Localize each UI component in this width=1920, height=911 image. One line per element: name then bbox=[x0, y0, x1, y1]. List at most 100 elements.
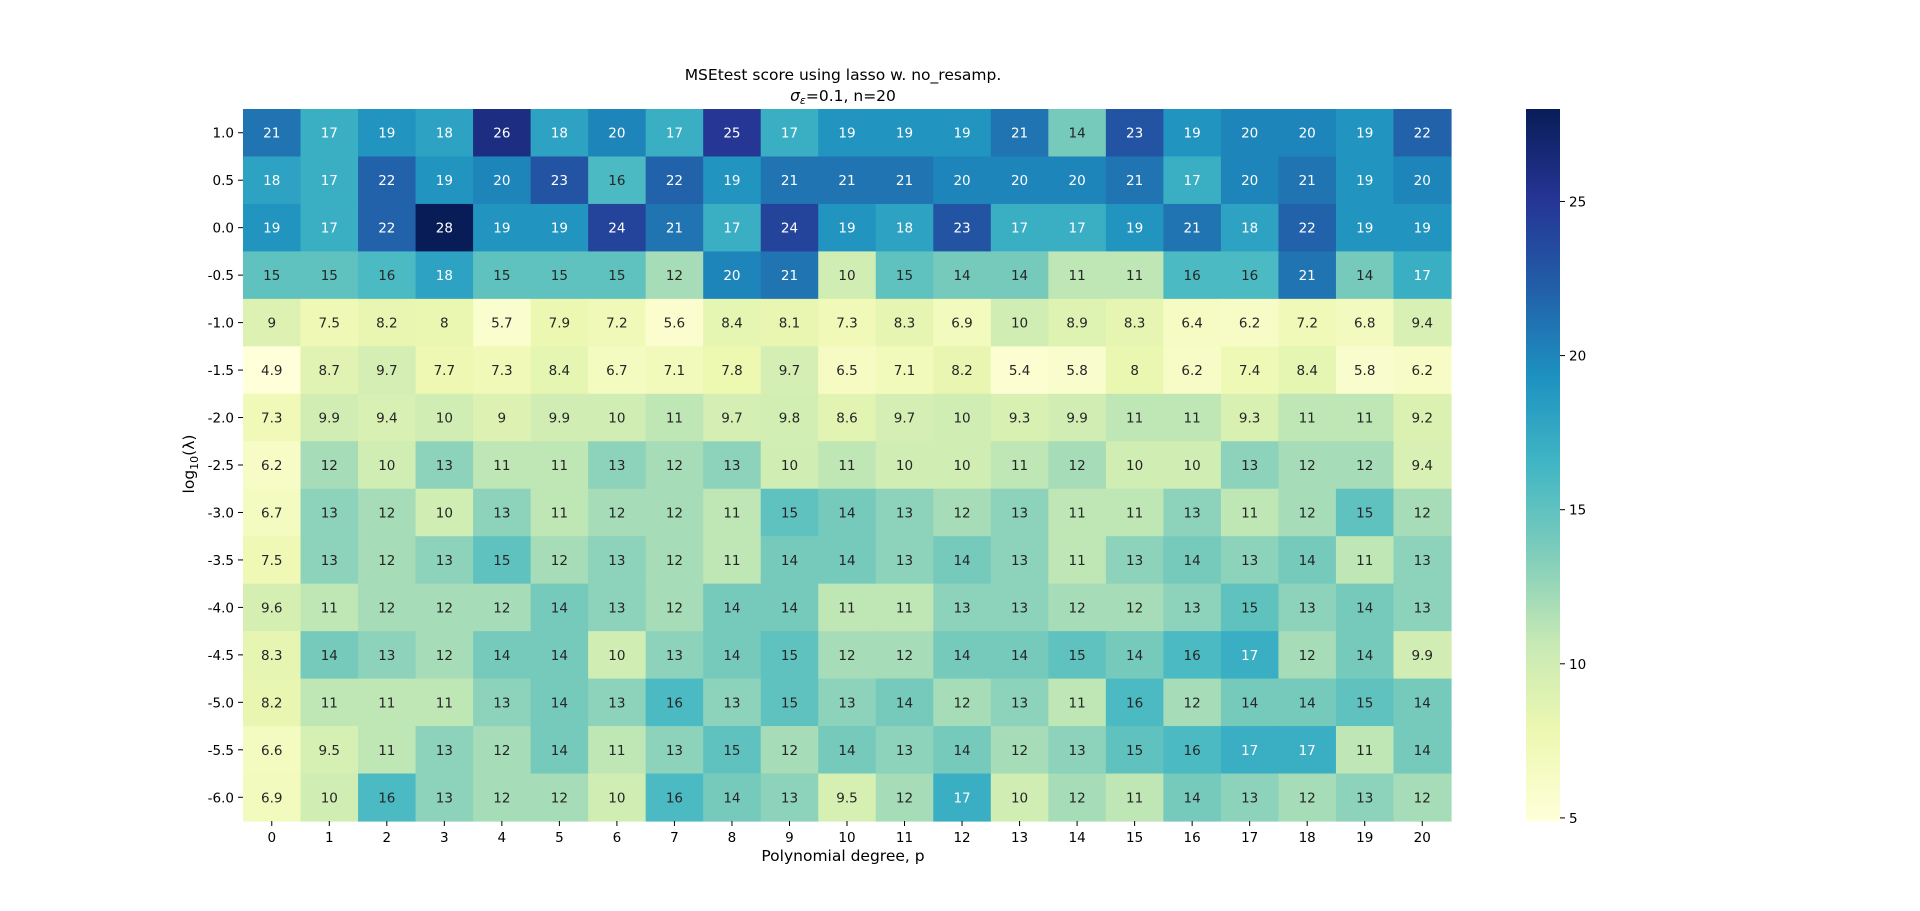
heatmap-cell bbox=[760, 251, 819, 300]
heatmap-cell bbox=[358, 631, 417, 680]
cell-value-label: 18 bbox=[896, 221, 913, 237]
heatmap-cell bbox=[645, 251, 704, 300]
heatmap-cell bbox=[1278, 773, 1337, 822]
cell-value-label: 13 bbox=[666, 743, 683, 759]
heatmap-cell-labels: 21 17 19 18 26 18 20 17 25 17 19 19 19 21 14 23 19 20 20 19… bbox=[261, 126, 1433, 807]
cell-value-label: 5.7 bbox=[491, 316, 512, 332]
cell-value-label: 20 bbox=[1241, 126, 1258, 142]
cell-value-label: 19 bbox=[436, 173, 453, 189]
cell-value-label: 10 bbox=[378, 458, 395, 474]
cell-value-label: 9.5 bbox=[319, 743, 340, 759]
heatmap-cell bbox=[1220, 536, 1280, 585]
heatmap-cell bbox=[703, 773, 762, 822]
heatmap-cell bbox=[1335, 488, 1395, 537]
heatmap-cell bbox=[875, 726, 934, 775]
heatmap-cell bbox=[703, 583, 762, 632]
heatmap-cell bbox=[703, 488, 762, 537]
heatmap-cell bbox=[243, 156, 302, 205]
cell-value-label: 21 bbox=[1126, 173, 1143, 189]
cell-value-label: 10 bbox=[436, 411, 453, 427]
heatmap-cell bbox=[243, 583, 302, 632]
heatmap-cell bbox=[1105, 298, 1164, 347]
cell-value-label: 24 bbox=[781, 221, 798, 237]
cell-value-label: 20 bbox=[608, 126, 625, 142]
cell-value-label: 21 bbox=[1011, 126, 1028, 142]
x-tick-label: 13 bbox=[1011, 830, 1028, 846]
heatmap-cell bbox=[473, 678, 532, 727]
heatmap-cell bbox=[1105, 393, 1164, 442]
cell-value-label: 9.9 bbox=[1411, 648, 1432, 664]
heatmap-cell bbox=[1220, 773, 1280, 822]
cell-value-label: 6.7 bbox=[261, 505, 282, 521]
heatmap-cell bbox=[1278, 678, 1337, 727]
cell-value-label: 14 bbox=[1069, 126, 1086, 142]
heatmap-cell bbox=[645, 203, 704, 252]
cell-value-label: 10 bbox=[608, 648, 625, 664]
heatmap-cell bbox=[1220, 583, 1280, 632]
heatmap-cell bbox=[1048, 156, 1107, 205]
heatmap-cell bbox=[1278, 536, 1337, 585]
heatmap-cell bbox=[300, 441, 359, 490]
heatmap-cell bbox=[300, 678, 359, 727]
x-tick-label: 9 bbox=[785, 830, 794, 846]
heatmap-cell bbox=[415, 203, 474, 252]
heatmap-cell bbox=[358, 678, 417, 727]
cell-value-label: 15 bbox=[321, 268, 338, 284]
cell-value-label: 10 bbox=[838, 268, 855, 284]
heatmap-cell bbox=[300, 583, 359, 632]
heatmap-cell bbox=[300, 536, 359, 585]
heatmap-cell bbox=[415, 631, 474, 680]
cell-value-label: 23 bbox=[551, 173, 568, 189]
cell-value-label: 14 bbox=[1299, 695, 1316, 711]
cell-value-label: 13 bbox=[1414, 553, 1431, 569]
heatmap-cell bbox=[990, 298, 1049, 347]
heatmap-cell bbox=[703, 298, 762, 347]
heatmap-cell bbox=[703, 109, 762, 158]
cell-value-label: 10 bbox=[1011, 790, 1028, 806]
heatmap-cell bbox=[875, 156, 934, 205]
heatmap-cell bbox=[990, 583, 1049, 632]
cell-value-label: 15 bbox=[896, 268, 913, 284]
heatmap-cell bbox=[243, 488, 302, 537]
cell-value-label: 23 bbox=[953, 221, 970, 237]
cell-value-label: 12 bbox=[1414, 790, 1431, 806]
cell-value-label: 13 bbox=[1011, 505, 1028, 521]
x-tick-label: 20 bbox=[1414, 830, 1431, 846]
heatmap-cell bbox=[1048, 298, 1107, 347]
cell-value-label: 23 bbox=[1126, 126, 1143, 142]
x-tick-label: 16 bbox=[1184, 830, 1201, 846]
heatmap-cell bbox=[703, 631, 762, 680]
cell-value-label: 14 bbox=[1414, 743, 1431, 759]
cell-value-label: 21 bbox=[1299, 268, 1316, 284]
cell-value-label: 8.1 bbox=[779, 316, 800, 332]
heatmap-cell bbox=[645, 726, 704, 775]
cell-value-label: 22 bbox=[378, 221, 395, 237]
cell-value-label: 9.9 bbox=[549, 411, 570, 427]
heatmap-cell bbox=[300, 631, 359, 680]
cell-value-label: 7.4 bbox=[1239, 363, 1260, 379]
heatmap-cell bbox=[645, 109, 704, 158]
heatmap-cell bbox=[990, 346, 1049, 395]
cell-value-label: 24 bbox=[608, 221, 625, 237]
cell-value-label: 16 bbox=[1126, 695, 1143, 711]
heatmap-cell bbox=[415, 678, 474, 727]
cell-value-label: 14 bbox=[781, 600, 798, 616]
heatmap-cell bbox=[1393, 298, 1452, 347]
cell-value-label: 13 bbox=[896, 505, 913, 521]
colorbar-tick-label: 10 bbox=[1569, 657, 1586, 673]
heatmap-cell bbox=[1335, 631, 1395, 680]
heatmap-cell bbox=[588, 393, 647, 442]
heatmap-cell bbox=[1220, 203, 1280, 252]
heatmap-cell bbox=[243, 393, 302, 442]
heatmap-cell bbox=[818, 346, 877, 395]
cell-value-label: 15 bbox=[781, 695, 798, 711]
cell-value-label: 14 bbox=[1184, 553, 1201, 569]
heatmap-cell bbox=[1163, 393, 1222, 442]
cell-value-label: 11 bbox=[1069, 695, 1086, 711]
heatmap-cell bbox=[243, 203, 302, 252]
cell-value-label: 6.7 bbox=[606, 363, 627, 379]
heatmap-cell bbox=[1335, 156, 1395, 205]
heatmap-cell bbox=[1335, 109, 1395, 158]
heatmap-cell bbox=[1163, 726, 1222, 775]
heatmap-cell bbox=[1220, 488, 1280, 537]
